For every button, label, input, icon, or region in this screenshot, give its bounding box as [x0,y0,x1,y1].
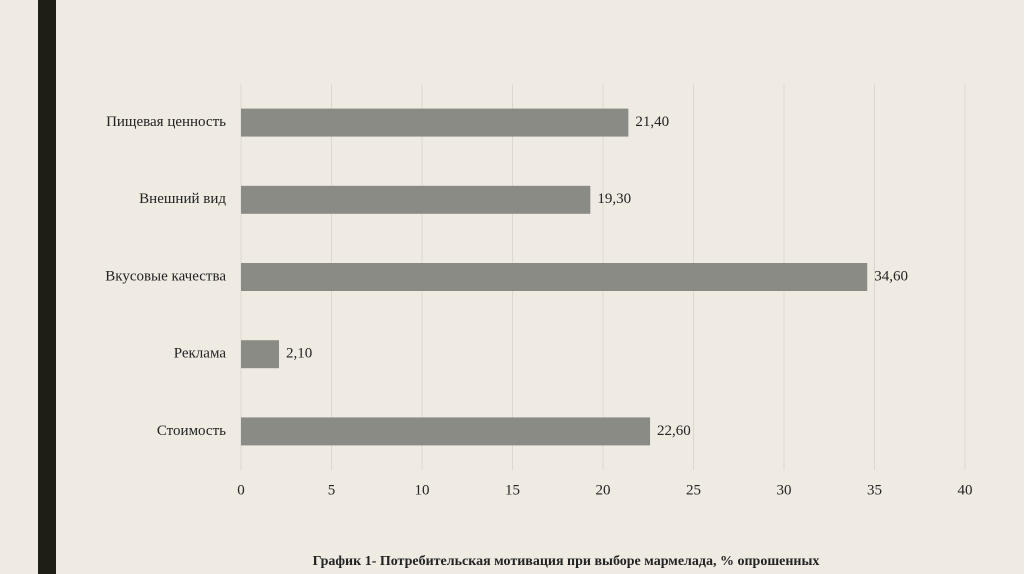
value-label: 2,10 [286,346,312,362]
x-tick-label: 5 [328,482,336,498]
x-tick-label: 0 [237,482,245,498]
value-label: 34,60 [874,268,908,284]
value-label: 21,40 [635,114,669,130]
y-tick-label: Пищевая ценность [106,114,226,130]
x-tick-label: 40 [958,482,973,498]
y-tick-label: Внешний вид [139,191,226,207]
value-label: 19,30 [597,191,631,207]
bar [241,263,868,291]
y-tick-label: Реклама [174,346,227,362]
x-tick-label: 35 [867,482,882,498]
value-label: 22,60 [657,423,691,439]
chart-title: График 1- Потребительская мотивация при … [313,554,820,569]
x-tick-label: 10 [415,482,430,498]
x-tick-label: 25 [686,482,701,498]
side-stripe [38,0,56,574]
x-tick-label: 15 [505,482,520,498]
x-tick-label: 30 [777,482,792,498]
bar [241,185,591,214]
bar [241,417,651,446]
bar [241,108,629,137]
x-tick-label: 20 [596,482,611,498]
y-tick-label: Вкусовые качества [105,268,226,284]
bar [241,340,280,369]
y-tick-label: Стоимость [157,423,226,439]
